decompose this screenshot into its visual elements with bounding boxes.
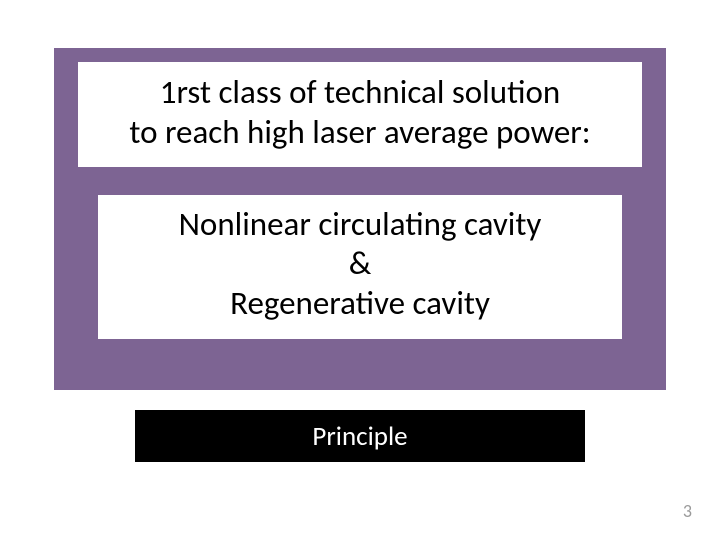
- principle-label: Principle: [312, 420, 407, 453]
- title-white-box: 1rst class of technical solution to reac…: [78, 62, 642, 167]
- subtitle-line-3: Regenerative cavity: [104, 284, 616, 324]
- subtitle-line-1: Nonlinear circulating cavity: [104, 205, 616, 245]
- page-number: 3: [683, 500, 692, 522]
- main-purple-panel: 1rst class of technical solution to reac…: [54, 48, 666, 390]
- subtitle-line-2: &: [104, 244, 616, 284]
- subtitle-white-box: Nonlinear circulating cavity & Regenerat…: [98, 195, 622, 340]
- title-line-2: to reach high laser average power:: [86, 112, 634, 152]
- title-line-1: 1rst class of technical solution: [86, 72, 634, 112]
- principle-black-box: Principle: [135, 410, 585, 462]
